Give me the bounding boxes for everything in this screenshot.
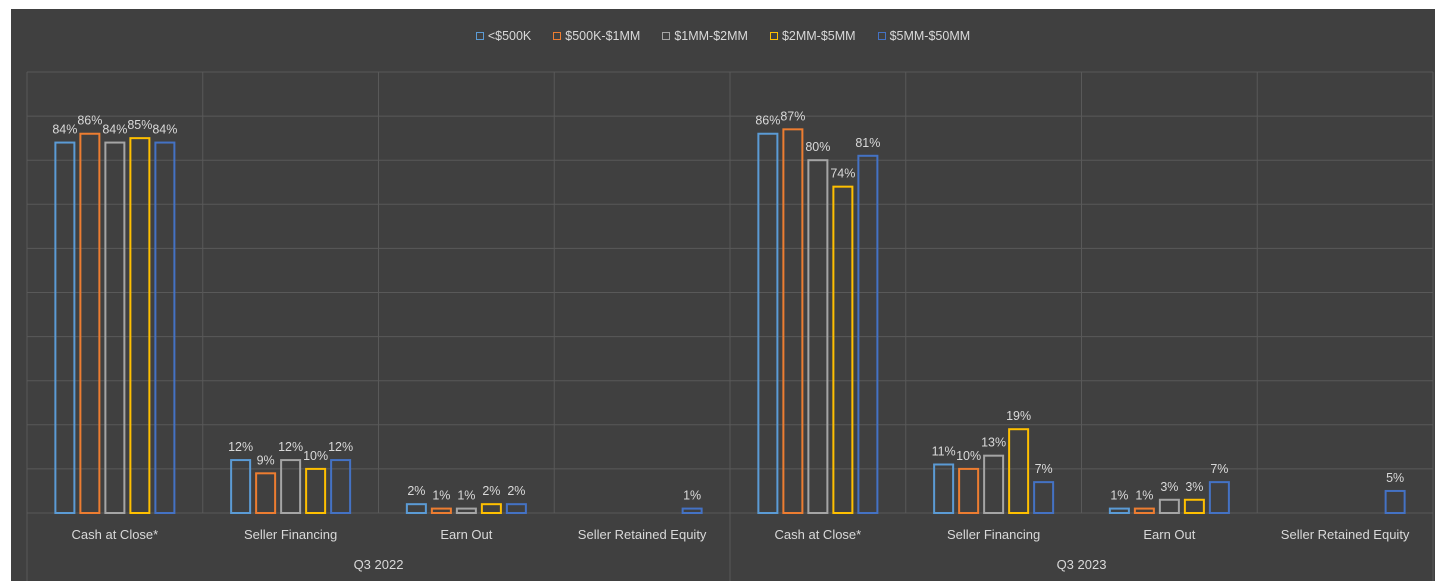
legend-swatch (475, 32, 484, 40)
legend-item: <$500K (475, 29, 532, 43)
data-label: 5% (1386, 471, 1404, 485)
legend-label: <$500K (487, 29, 532, 43)
bar (79, 132, 101, 515)
bar (305, 467, 327, 514)
legend-item: $5MM-$50MM (877, 29, 971, 43)
data-label: 1% (457, 489, 475, 503)
bar (505, 503, 527, 514)
bar (1033, 481, 1055, 515)
bar (983, 454, 1005, 515)
data-label: 1% (1135, 489, 1153, 503)
bar (1208, 481, 1230, 515)
bar (1133, 507, 1155, 514)
bar (405, 503, 427, 514)
category-label: Seller Retained Equity (578, 527, 707, 542)
bar (933, 463, 955, 514)
category-label: Seller Retained Equity (1281, 527, 1410, 542)
legend-label: $1MM-$2MM (674, 29, 748, 43)
legend-item: $500K-$1MM (553, 29, 640, 43)
data-label: 1% (683, 489, 701, 503)
legend: <$500K $500K-$1MM $1MM-$2MM $2MM-$5MM $5MM-$… (11, 29, 1435, 43)
bar (1384, 489, 1406, 515)
group-label: Q3 2022 (354, 557, 404, 572)
data-label: 10% (303, 449, 328, 463)
bar (832, 185, 854, 514)
data-label: 86% (77, 114, 102, 128)
data-label: 80% (805, 140, 830, 154)
data-label: 1% (432, 489, 450, 503)
bar (1108, 507, 1130, 514)
data-label: 10% (956, 449, 981, 463)
bar (480, 503, 502, 514)
legend-item: $2MM-$5MM (769, 29, 856, 43)
bar (807, 159, 829, 514)
bar (757, 132, 779, 515)
bar (430, 507, 452, 514)
bar (154, 141, 176, 514)
data-label: 3% (1185, 480, 1203, 494)
bar (857, 154, 879, 514)
data-label: 12% (328, 440, 353, 454)
data-label: 12% (228, 440, 253, 454)
bar (230, 459, 252, 514)
data-label: 9% (257, 453, 275, 467)
bar (1158, 498, 1180, 514)
bar (455, 507, 477, 514)
legend-swatch (662, 32, 671, 40)
bar (1008, 428, 1030, 514)
data-label: 86% (755, 114, 780, 128)
legend-swatch (877, 32, 886, 40)
bar (255, 472, 277, 514)
data-label: 1% (1110, 489, 1128, 503)
data-label: 7% (1035, 462, 1053, 476)
group-label: Q3 2023 (1057, 557, 1107, 572)
bar (782, 128, 804, 515)
bar (958, 467, 980, 514)
data-label: 2% (482, 484, 500, 498)
category-label: Earn Out (1143, 527, 1195, 542)
data-label: 7% (1210, 462, 1228, 476)
legend-label: $5MM-$50MM (889, 29, 971, 43)
category-label: Earn Out (440, 527, 492, 542)
data-label: 12% (278, 440, 303, 454)
category-label: Cash at Close* (72, 527, 159, 542)
plot-area: <$500K $500K-$1MM $1MM-$2MM $2MM-$5MM $5MM-$… (11, 9, 1435, 581)
data-label: 85% (127, 118, 152, 132)
bar (681, 507, 703, 514)
data-label: 87% (780, 109, 805, 123)
data-label: 2% (407, 484, 425, 498)
data-label: 84% (152, 123, 177, 137)
bar (104, 141, 126, 514)
data-label: 11% (932, 444, 956, 458)
category-label: Seller Financing (947, 527, 1040, 542)
data-label: 84% (52, 123, 77, 137)
legend-label: $500K-$1MM (565, 29, 641, 43)
bar (54, 141, 76, 514)
data-label: 81% (855, 136, 880, 150)
bar (330, 459, 352, 514)
data-label: 2% (507, 484, 525, 498)
legend-label: $2MM-$5MM (781, 29, 856, 43)
bar-chart-svg: 84%86%84% 85% 84%12%9%12%10%12%2% 1% 1% 2% 2% 1… (26, 71, 1434, 581)
category-label: Seller Financing (244, 527, 337, 542)
category-label: Cash at Close* (775, 527, 862, 542)
data-label: 3% (1160, 480, 1178, 494)
bar (1183, 498, 1205, 514)
data-label: 74% (830, 167, 855, 181)
legend-item: $1MM-$2MM (662, 29, 748, 43)
legend-swatch (553, 32, 562, 40)
data-label: 13% (981, 436, 1006, 450)
data-label: 84% (102, 123, 127, 137)
legend-swatch (769, 32, 778, 40)
bar (129, 137, 151, 514)
bar (280, 459, 302, 514)
data-label: 19% (1006, 409, 1031, 423)
